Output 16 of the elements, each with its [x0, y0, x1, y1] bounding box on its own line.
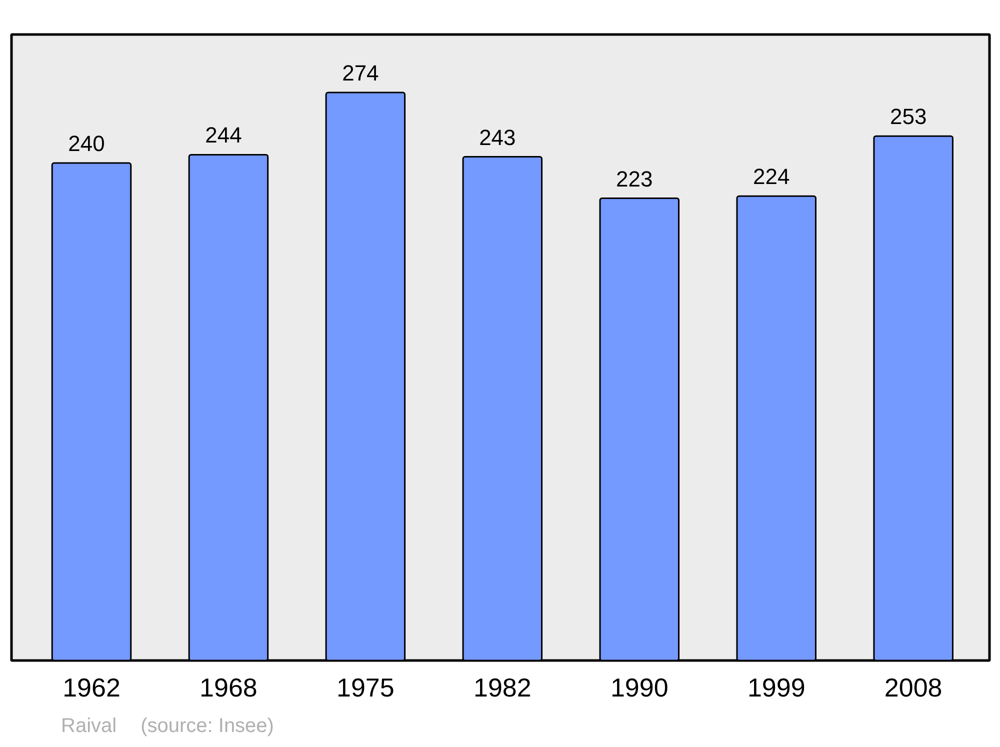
data-label: 223	[616, 166, 653, 192]
x-tick-label: 1999	[747, 672, 806, 702]
x-tick-label: 1975	[336, 672, 394, 702]
data-label: 253	[890, 104, 927, 130]
x-tick-label: 1990	[610, 672, 668, 702]
x-tick-label: 2008	[884, 672, 942, 702]
data-label: 244	[205, 122, 242, 148]
x-tick-label: 1962	[62, 672, 120, 702]
x-tick-label: 1982	[474, 672, 532, 702]
text: Raival	[61, 714, 117, 739]
text: (source: Insee)	[140, 714, 274, 739]
data-label: 224	[753, 164, 790, 190]
data-label: 240	[68, 131, 105, 156]
data-label: 243	[479, 124, 516, 150]
data-label: 274	[342, 60, 379, 86]
x-tick-label: 1968	[200, 672, 258, 702]
